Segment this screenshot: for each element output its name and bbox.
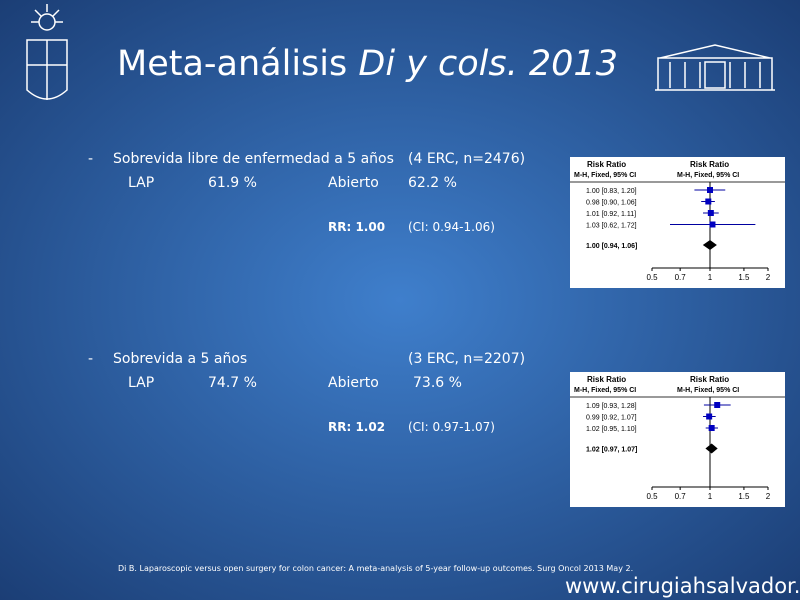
section-heading: Sobrevida a 5 años xyxy=(113,351,247,367)
axis-tick-label: 1.5 xyxy=(738,492,750,501)
forest-header: Risk Ratio xyxy=(587,375,626,384)
axis-tick-label: 2 xyxy=(766,273,771,282)
axis-tick-label: 0.5 xyxy=(646,273,658,282)
axis-tick-label: 0.7 xyxy=(675,492,687,501)
forest-subheader: M-H, Fixed, 95% CI xyxy=(574,172,636,179)
result-cell: 74.7 % xyxy=(208,375,257,391)
section-heading: Sobrevida libre de enfermedad a 5 años xyxy=(113,151,394,167)
result-cell: 61.9 % xyxy=(208,175,257,191)
forest-plot xyxy=(570,372,785,507)
section-note: (4 ERC, n=2476) xyxy=(408,151,525,167)
bullet: - xyxy=(88,351,93,367)
section-note: (3 ERC, n=2207) xyxy=(408,351,525,367)
axis-tick-label: 0.5 xyxy=(646,492,658,501)
result-cell: LAP xyxy=(128,175,154,191)
estimate xyxy=(714,402,721,408)
diamond xyxy=(702,240,717,250)
result-cell: Abierto xyxy=(328,375,379,391)
forest-subheader: M-H, Fixed, 95% CI xyxy=(574,387,636,394)
ci: (CI: 0.94-1.06) xyxy=(408,220,495,234)
estimate xyxy=(707,210,714,216)
university-logo xyxy=(26,4,68,100)
forest-header: Risk Ratio xyxy=(690,375,729,384)
estimate xyxy=(706,413,713,420)
axis-tick-label: 1 xyxy=(708,492,713,501)
diamond xyxy=(705,443,718,454)
forest-subheader: M-H, Fixed, 95% CI xyxy=(677,172,739,179)
study-row: 1.01 [0.92, 1.11] xyxy=(586,211,636,218)
study-row: 0.99 [0.92, 1.07] xyxy=(586,415,637,422)
estimate xyxy=(707,187,713,193)
study-row: 1.09 [0.93, 1.28] xyxy=(586,403,637,410)
forest-subheader: M-H, Fixed, 95% CI xyxy=(677,387,739,394)
bullet: - xyxy=(88,151,93,167)
axis-tick-label: 2 xyxy=(766,492,771,501)
result-cell: 62.2 % xyxy=(408,175,457,191)
study-row: 1.02 [0.95, 1.10] xyxy=(586,426,637,433)
total-row: 1.02 [0.97, 1.07] xyxy=(586,447,637,454)
citation: Di B. Laparoscopic versus open surgery f… xyxy=(118,564,633,573)
title-main: Meta-análisis xyxy=(117,44,358,84)
estimate xyxy=(705,198,712,205)
axis-tick-label: 1 xyxy=(708,273,713,282)
estimate xyxy=(708,425,715,431)
forest-header: Risk Ratio xyxy=(587,160,626,169)
total-row: 1.00 [0.94, 1.06] xyxy=(586,243,637,250)
result-cell: Abierto xyxy=(328,175,379,191)
website: www.cirugiahsalvador.cl xyxy=(565,574,800,598)
study-row: 0.98 [0.90, 1.06] xyxy=(586,200,637,207)
ci: (CI: 0.97-1.07) xyxy=(408,420,495,434)
title: Meta-análisis Di y cols. 2013 xyxy=(117,44,618,84)
forest-plot xyxy=(570,157,785,288)
result-cell: LAP xyxy=(128,375,154,391)
result-cell: 73.6 % xyxy=(413,375,462,391)
estimate xyxy=(709,221,716,228)
axis-tick-label: 0.7 xyxy=(675,273,687,282)
building-logo xyxy=(655,44,775,91)
rr: RR: 1.02 xyxy=(328,420,385,434)
rr: RR: 1.00 xyxy=(328,220,385,234)
axis-tick-label: 1.5 xyxy=(738,273,750,282)
title-italic: Di y cols. 2013 xyxy=(358,44,618,84)
study-row: 1.00 [0.83, 1.20] xyxy=(586,188,637,195)
study-row: 1.03 [0.62, 1.72] xyxy=(586,223,637,230)
forest-header: Risk Ratio xyxy=(690,160,729,169)
